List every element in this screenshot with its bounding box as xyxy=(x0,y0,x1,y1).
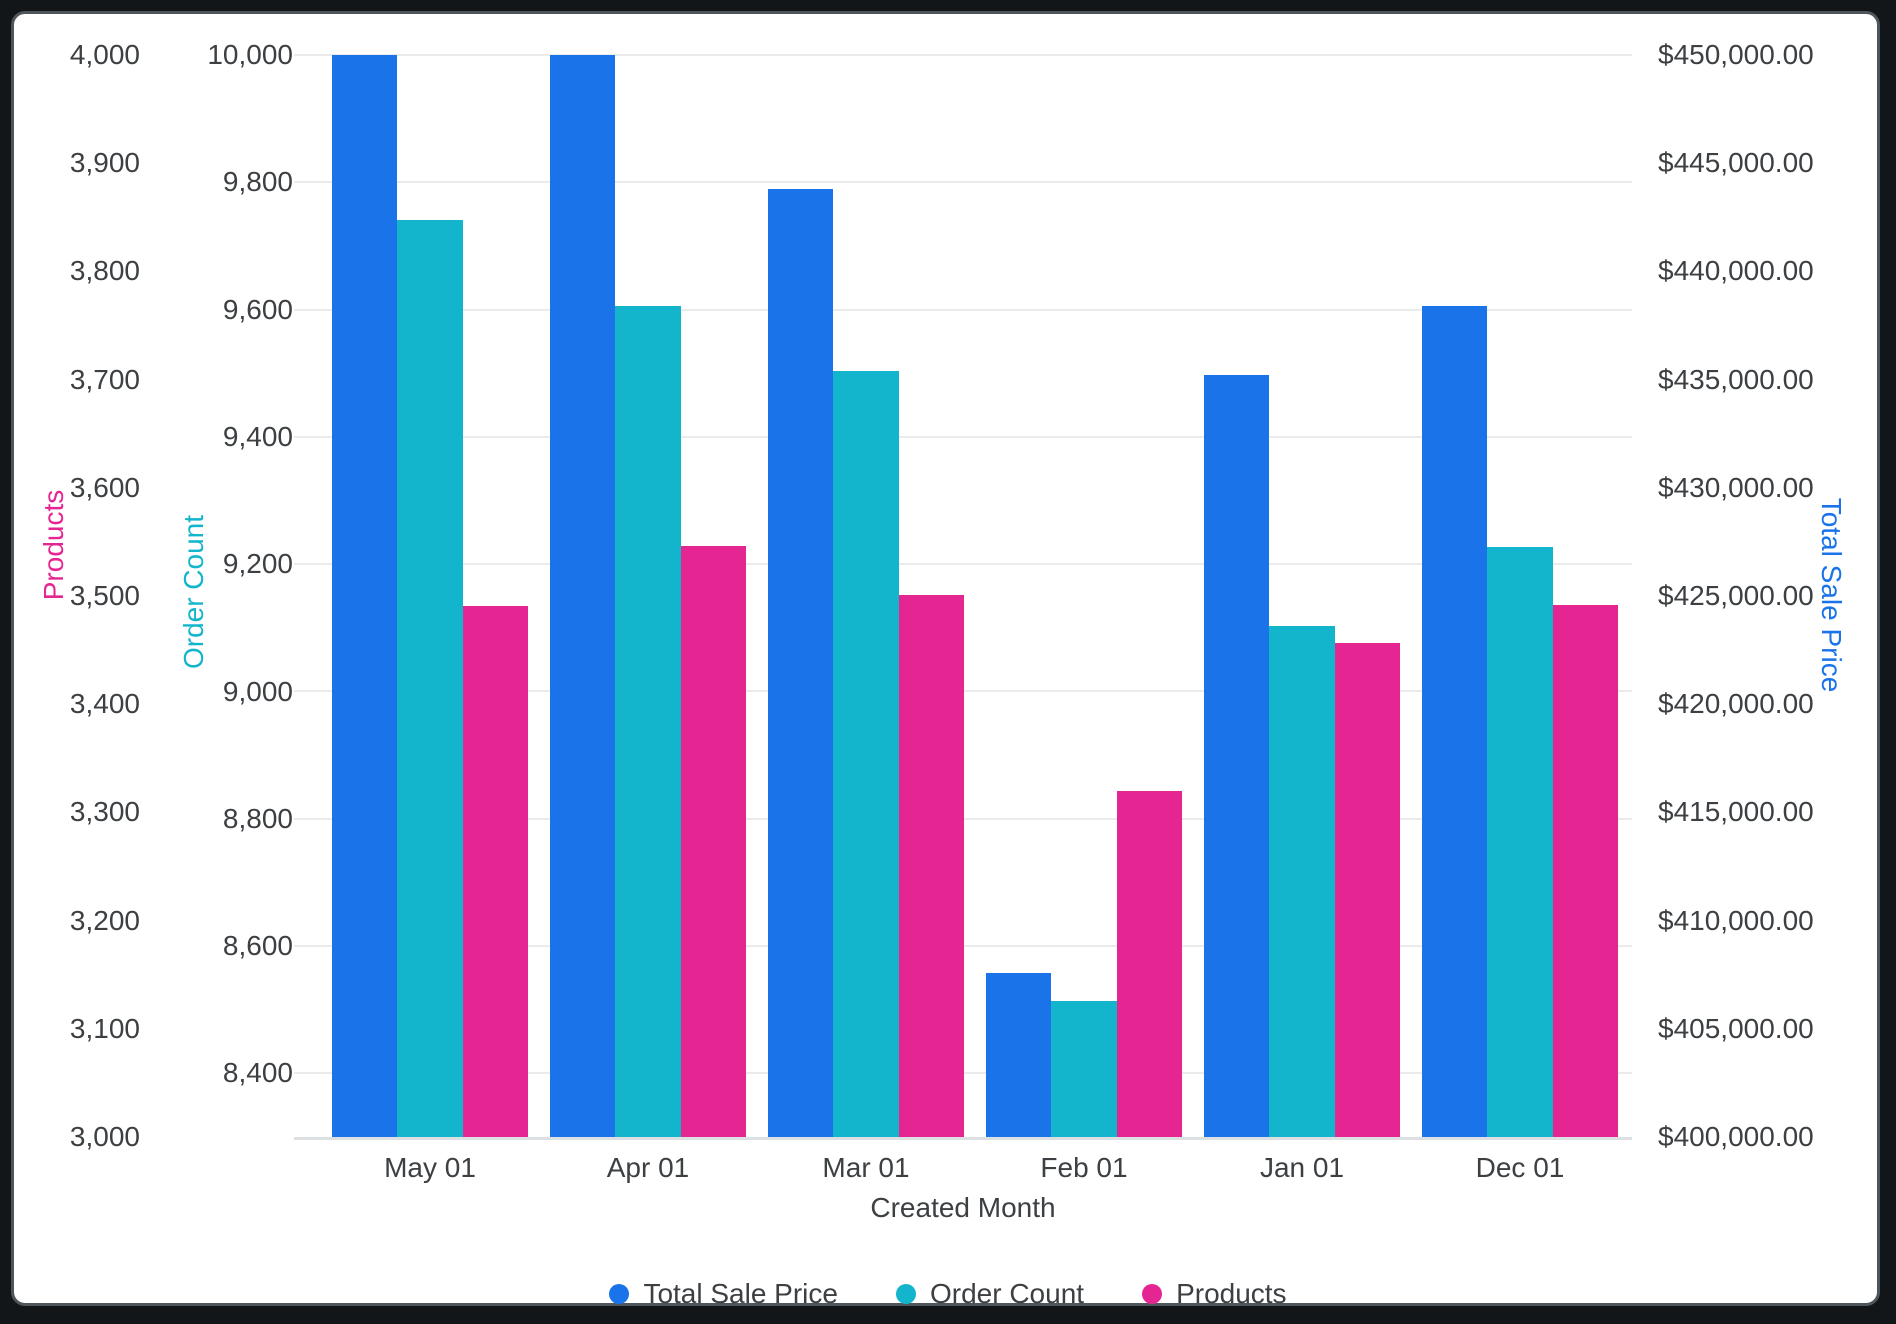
x-category-label: May 01 xyxy=(384,1152,476,1183)
axis-tick-label: 3,800 xyxy=(69,255,140,287)
axis-tick-label: $400,000.00 xyxy=(1658,1121,1814,1152)
legend-dot-icon xyxy=(609,1284,630,1304)
bar-order-count-mar-01[interactable] xyxy=(833,371,899,1137)
axis-tick-label: 3,900 xyxy=(69,147,140,179)
axis-tick-label: 3,400 xyxy=(69,688,140,720)
axis-tick-label: $440,000.00 xyxy=(1658,255,1814,287)
bar-order-count-feb-01[interactable] xyxy=(1051,1001,1117,1137)
bar-order-count-jan-01[interactable] xyxy=(1269,625,1335,1137)
axis-tick-label: 3,500 xyxy=(69,580,140,611)
axis-tick-label: 3,600 xyxy=(69,471,140,503)
gridline xyxy=(294,181,1632,184)
bar-total-sale-price-feb-01[interactable] xyxy=(986,972,1052,1137)
axis-tick-label: $425,000.00 xyxy=(1658,580,1814,611)
bar-products-jan-01[interactable] xyxy=(1334,642,1401,1137)
legend-dot-icon xyxy=(895,1284,916,1304)
axis-tick-label: $435,000.00 xyxy=(1658,363,1814,395)
x-category-label: Dec 01 xyxy=(1475,1152,1565,1183)
bar-total-sale-price-may-01[interactable] xyxy=(332,55,398,1137)
bar-products-mar-01[interactable] xyxy=(898,594,965,1137)
axis-tick-label: $420,000.00 xyxy=(1658,688,1814,720)
order-count-axis-title: Order Count xyxy=(178,514,209,670)
axis-tick-label: 8,800 xyxy=(222,802,293,834)
legend-item-products[interactable]: Products xyxy=(1142,1278,1287,1310)
bar-products-feb-01[interactable] xyxy=(1116,790,1183,1137)
axis-tick-label: 3,000 xyxy=(69,1121,140,1152)
bar-products-dec-01[interactable] xyxy=(1552,604,1619,1137)
bar-products-may-01[interactable] xyxy=(462,605,529,1137)
bar-order-count-dec-01[interactable] xyxy=(1487,547,1553,1137)
gridline xyxy=(294,54,1632,56)
axis-tick-label: $410,000.00 xyxy=(1658,904,1814,936)
bar-total-sale-price-mar-01[interactable] xyxy=(768,189,834,1137)
products-axis-title: Products xyxy=(38,489,69,601)
x-category-label: Jan 01 xyxy=(1259,1152,1345,1183)
gridline xyxy=(294,563,1632,566)
bar-order-count-apr-01[interactable] xyxy=(615,305,681,1137)
axis-tick-label: 8,400 xyxy=(222,1057,293,1089)
gridline xyxy=(294,435,1632,438)
x-axis-title: Created Month xyxy=(870,1192,1056,1223)
axis-tick-label: 9,800 xyxy=(222,166,293,198)
axis-tick-label: 9,400 xyxy=(222,420,293,452)
x-category-label: Apr 01 xyxy=(606,1152,690,1183)
axis-tick-label: 3,300 xyxy=(69,796,140,828)
x-axis-line xyxy=(294,1137,1632,1140)
axis-tick-label: $450,000.00 xyxy=(1658,39,1814,70)
legend-label: Products xyxy=(1176,1278,1287,1309)
axis-tick-label: $415,000.00 xyxy=(1658,796,1814,828)
x-category-label: Mar 01 xyxy=(822,1152,910,1183)
legend-label: Order Count xyxy=(929,1278,1085,1309)
bar-order-count-may-01[interactable] xyxy=(397,219,463,1137)
legend: Total Sale Price Order Count Products xyxy=(0,1278,1896,1310)
axis-tick-label: 3,100 xyxy=(69,1012,140,1044)
legend-dot-icon xyxy=(1142,1284,1163,1304)
axis-tick-label: $405,000.00 xyxy=(1658,1012,1814,1044)
legend-label: Total Sale Price xyxy=(643,1278,838,1309)
axis-tick-label: 4,000 xyxy=(69,39,140,70)
legend-item-total-sale-price[interactable]: Total Sale Price xyxy=(609,1278,838,1310)
bar-total-sale-price-dec-01[interactable] xyxy=(1422,306,1488,1137)
axis-tick-label: $430,000.00 xyxy=(1658,471,1814,503)
axis-tick-label: 3,700 xyxy=(69,363,140,395)
axis-tick-label: 10,000 xyxy=(207,39,293,70)
bar-products-apr-01[interactable] xyxy=(680,546,747,1137)
axis-tick-label: 8,600 xyxy=(222,930,293,962)
total-sale-price-axis-title: Total Sale Price xyxy=(1816,497,1847,693)
bar-total-sale-price-apr-01[interactable] xyxy=(550,55,616,1137)
axis-tick-label: $445,000.00 xyxy=(1658,147,1814,179)
gridline xyxy=(294,308,1632,311)
axis-tick-label: 9,600 xyxy=(222,293,293,325)
axis-tick-label: 9,200 xyxy=(222,548,293,580)
bar-total-sale-price-jan-01[interactable] xyxy=(1204,375,1270,1137)
x-category-label: Feb 01 xyxy=(1040,1152,1128,1183)
legend-item-order-count[interactable]: Order Count xyxy=(895,1278,1085,1310)
axis-tick-label: 9,000 xyxy=(222,675,293,707)
axis-tick-label: 3,200 xyxy=(69,904,140,936)
